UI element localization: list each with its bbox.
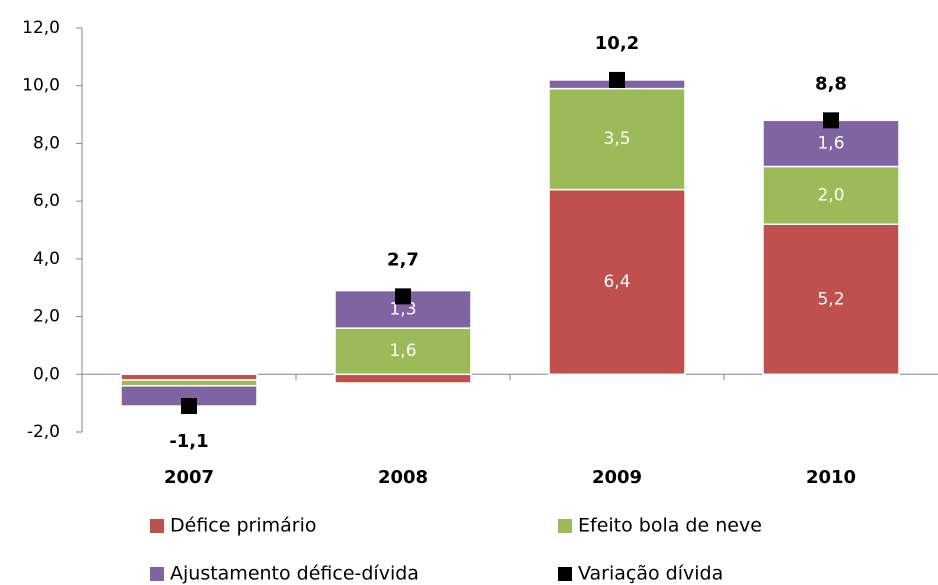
data-label: -1,1	[169, 431, 208, 452]
x-tick-label: 2009	[592, 467, 642, 488]
bar-segment	[762, 223, 900, 376]
legend-label: Efeito bola de neve	[578, 515, 762, 537]
legend-swatch	[558, 567, 572, 581]
bar-segment	[548, 87, 686, 191]
data-label: 2,7	[387, 249, 419, 270]
y-tick-label: 0,0	[33, 364, 60, 384]
y-tick-label: 2,0	[33, 307, 60, 327]
bar-segment	[334, 373, 472, 384]
data-label: 8,8	[815, 73, 847, 94]
data-label: 10,2	[595, 33, 639, 54]
x-tick-label: 2008	[378, 467, 428, 488]
bar-segment	[334, 327, 472, 376]
x-tick-label: 2010	[806, 467, 856, 488]
marker	[823, 112, 839, 129]
marker	[181, 398, 197, 415]
data-label: 1,6	[817, 133, 844, 153]
y-tick-label: 6,0	[33, 191, 60, 211]
bar-segment	[120, 373, 258, 381]
y-tick-label: 12,0	[22, 18, 60, 38]
data-label: 5,2	[817, 289, 844, 309]
legend-swatch	[150, 519, 164, 533]
legend-swatch	[558, 519, 572, 533]
y-tick-label: -2,0	[27, 422, 60, 442]
data-label: 2,0	[817, 185, 844, 205]
x-tick-label: 2007	[164, 467, 214, 488]
data-label: 3,5	[603, 129, 630, 149]
data-label: 1,6	[389, 341, 416, 361]
bar-segment	[548, 188, 686, 376]
marker	[395, 288, 411, 305]
y-tick-label: 8,0	[33, 133, 60, 153]
legend-label: Variação dívida	[578, 563, 723, 585]
y-tick-label: 10,0	[22, 76, 60, 96]
y-tick-label: 4,0	[33, 249, 60, 269]
bar-segment	[120, 379, 258, 387]
data-label: 6,4	[603, 272, 630, 292]
marker	[609, 71, 625, 88]
legend-label: Ajustamento défice-dívida	[170, 563, 419, 585]
legend-swatch	[150, 567, 164, 581]
legend-label: Défice primário	[170, 515, 316, 537]
